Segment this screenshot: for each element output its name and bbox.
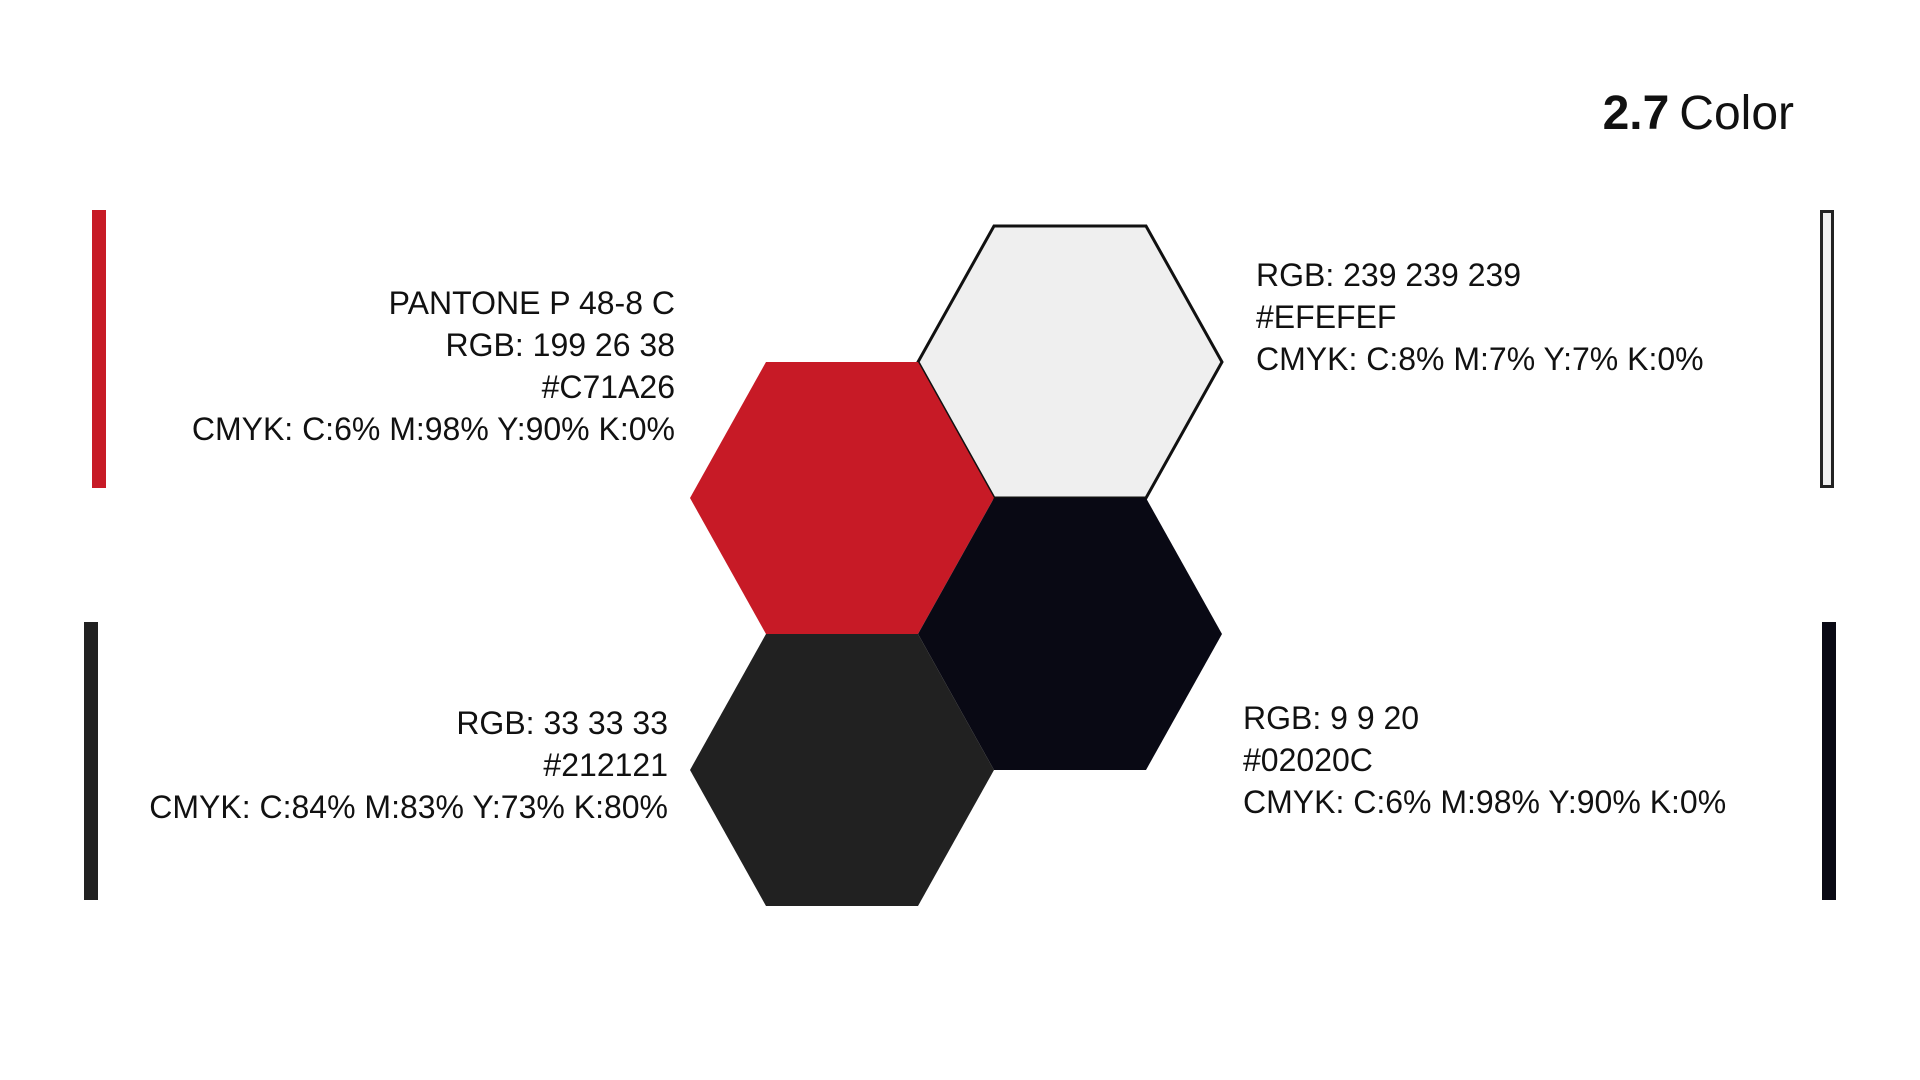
dark-gray-hexagon bbox=[690, 634, 994, 906]
section-title: Color bbox=[1679, 87, 1794, 140]
hex-value: #EFEFEF bbox=[1256, 299, 1397, 335]
rgb-value: RGB: 9 9 20 bbox=[1243, 700, 1420, 736]
hex-value: #C71A26 bbox=[541, 369, 675, 405]
pantone-value: PANTONE P 48-8 C bbox=[388, 285, 675, 321]
cmyk-value: CMYK: C:6% M:98% Y:90% K:0% bbox=[1243, 784, 1727, 820]
rgb-value: RGB: 199 26 38 bbox=[445, 327, 675, 363]
cmyk-value: CMYK: C:8% M:7% Y:7% K:0% bbox=[1256, 341, 1704, 377]
red-color-specs: PANTONE P 48-8 C RGB: 199 26 38 #C71A26 … bbox=[192, 282, 675, 450]
hex-value: #212121 bbox=[543, 747, 668, 783]
red-hexagon bbox=[690, 362, 994, 634]
hex-value: #02020C bbox=[1243, 742, 1373, 778]
near-black-hexagon bbox=[918, 498, 1222, 770]
section-number: 2.7 bbox=[1602, 87, 1670, 140]
cmyk-value: CMYK: C:84% M:83% Y:73% K:80% bbox=[149, 789, 668, 825]
light-gray-color-bar bbox=[1820, 210, 1834, 488]
dark-gray-color-specs: RGB: 33 33 33 #212121 CMYK: C:84% M:83% … bbox=[149, 702, 668, 828]
red-color-bar bbox=[92, 210, 106, 488]
rgb-value: RGB: 239 239 239 bbox=[1256, 257, 1522, 293]
near-black-color-bar bbox=[1822, 622, 1836, 900]
page-title: 2.7 Color bbox=[1603, 86, 1794, 142]
light-gray-color-specs: RGB: 239 239 239 #EFEFEF CMYK: C:8% M:7%… bbox=[1256, 254, 1704, 380]
near-black-color-specs: RGB: 9 9 20 #02020C CMYK: C:6% M:98% Y:9… bbox=[1243, 697, 1726, 823]
cmyk-value: CMYK: C:6% M:98% Y:90% K:0% bbox=[191, 411, 675, 447]
dark-gray-color-bar bbox=[84, 622, 98, 900]
rgb-value: RGB: 33 33 33 bbox=[456, 705, 668, 741]
